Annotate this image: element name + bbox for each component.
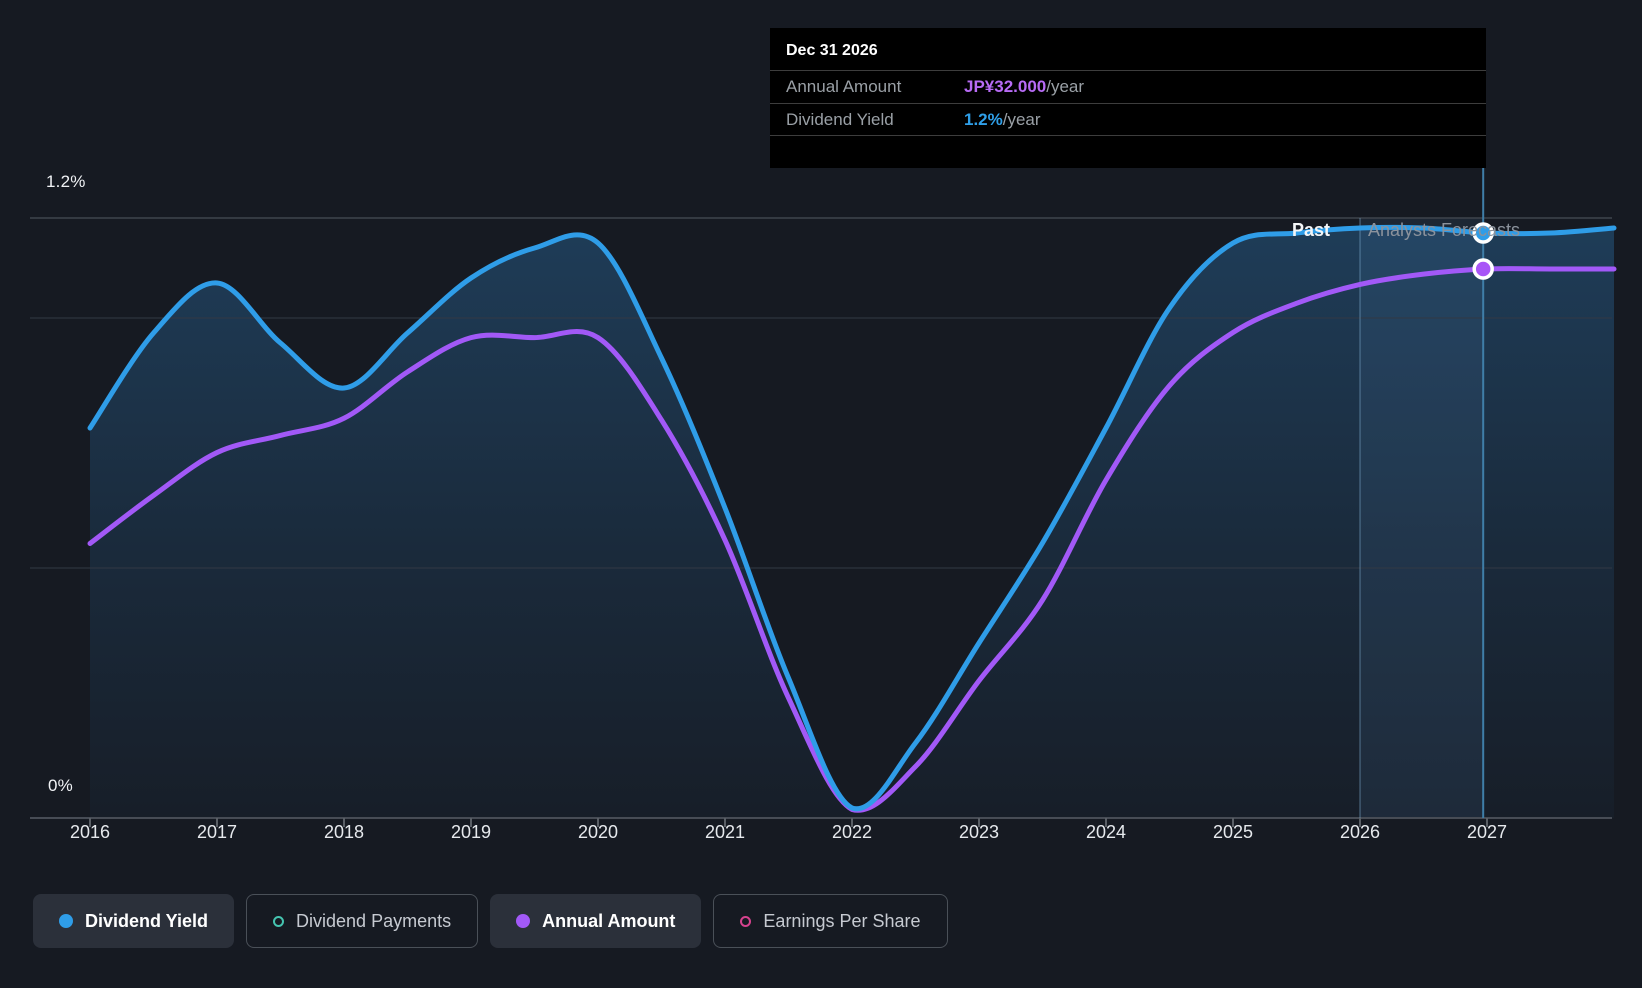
tooltip-suffix: /year (1002, 109, 1041, 129)
legend-item-annual-amount[interactable]: Annual Amount (490, 894, 702, 948)
y-axis-label-max: 1.2% (46, 172, 86, 191)
analysts-forecasts-label: Analysts Forecasts (1368, 220, 1521, 240)
annual-amount-dot-icon (516, 914, 531, 928)
dividend-payments-ring-icon (273, 915, 285, 927)
tooltip: Dec 31 2026 Annual Amount JP¥32.000 /yea… (770, 28, 1486, 168)
dividend-yield-area-fill (90, 227, 1614, 818)
marker-dividend-yield[interactable] (1472, 222, 1494, 244)
x-axis-label: 2021 (704, 822, 746, 842)
marker-annual-amount[interactable] (1472, 258, 1494, 280)
x-axis-label: 2020 (577, 822, 619, 842)
legend-item-dividend-payments[interactable]: Dividend Payments (246, 894, 479, 948)
legend: Dividend Yield Dividend Payments Annual … (33, 894, 948, 948)
legend-label: Annual Amount (542, 910, 676, 931)
tooltip-label: Annual Amount (786, 77, 902, 96)
x-axis-label: 2018 (323, 822, 365, 842)
x-axis-label: 2017 (196, 822, 238, 842)
past-label: Past (1291, 220, 1330, 240)
legend-item-dividend-yield[interactable]: Dividend Yield (33, 894, 235, 948)
tooltip-row-dividend-yield: Dividend Yield 1.2% /year (770, 103, 1486, 136)
grid-lines (30, 217, 1612, 819)
dividend-yield-dot-icon (59, 914, 73, 928)
tooltip-row-annual-amount: Annual Amount JP¥32.000 /year (770, 70, 1486, 103)
dividend-yield-line (87, 224, 1617, 812)
x-axis-label: 2026 (1339, 822, 1381, 842)
legend-label: Dividend Yield (85, 910, 209, 931)
legend-item-earnings-per-share[interactable]: Earnings Per Share (713, 894, 948, 948)
tooltip-label: Dividend Yield (786, 109, 894, 129)
tooltip-date: Dec 31 2026 (786, 42, 878, 59)
x-axis-label: 2022 (831, 822, 873, 842)
tooltip-value: JP¥32.000 (964, 77, 1047, 96)
x-axis-label: 2024 (1085, 822, 1127, 842)
tooltip-value: 1.2% (964, 109, 1003, 129)
y-axis-label-zero: 0% (48, 776, 73, 795)
x-axis-label: 2027 (1466, 822, 1508, 842)
x-axis: 2016 2017 2018 2019 2020 2021 2022 2023 2024 2025… (0, 822, 1642, 852)
x-axis-label: 2023 (958, 822, 1000, 842)
x-axis-label: 2016 (69, 822, 111, 842)
legend-label: Earnings Per Share (763, 910, 921, 931)
x-axis-ticks (89, 818, 1488, 827)
x-axis-label: 2025 (1212, 822, 1254, 842)
forecast-band (1360, 218, 1484, 818)
x-axis-label: 2019 (450, 822, 492, 842)
earnings-per-share-ring-icon (740, 915, 752, 927)
tooltip-suffix: /year (1046, 77, 1085, 96)
legend-label: Dividend Payments (296, 910, 452, 931)
